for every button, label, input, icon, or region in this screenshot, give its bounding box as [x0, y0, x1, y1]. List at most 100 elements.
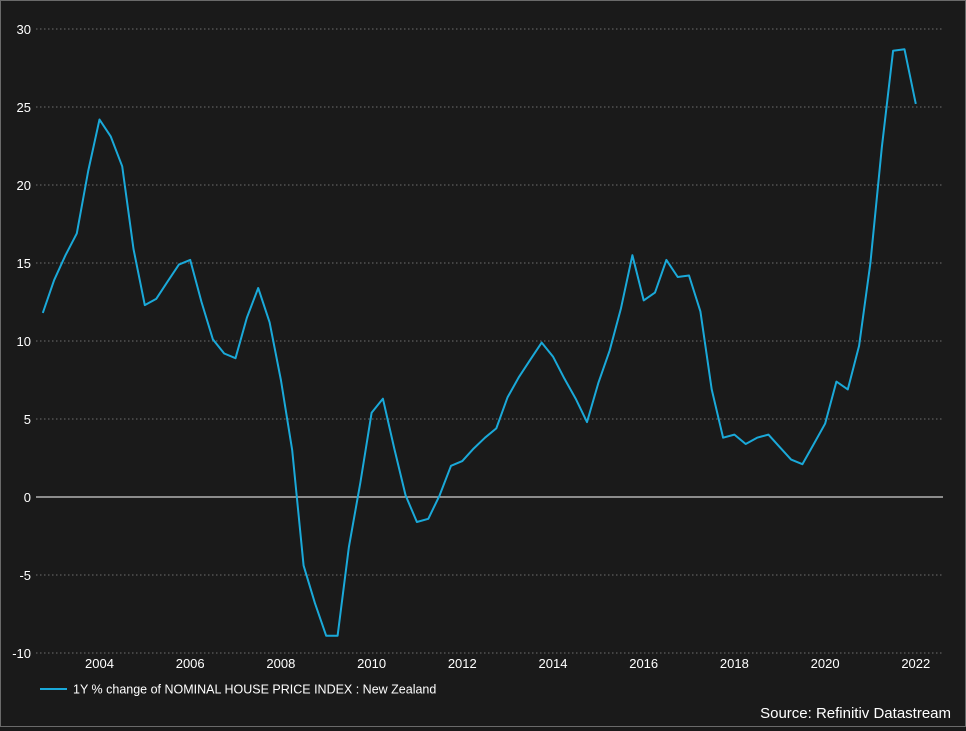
- data-point: [337, 635, 339, 637]
- data-point: [586, 421, 588, 423]
- data-point: [881, 147, 883, 149]
- y-tick-label: 0: [24, 490, 31, 505]
- data-point: [529, 359, 531, 361]
- data-point: [711, 388, 713, 390]
- data-point: [484, 437, 486, 439]
- data-point: [620, 307, 622, 309]
- x-tick-label: 2008: [266, 656, 295, 671]
- data-point: [813, 443, 815, 445]
- data-point: [495, 427, 497, 429]
- data-point: [699, 310, 701, 312]
- data-point: [541, 342, 543, 344]
- legend: 1Y % change of NOMINAL HOUSE PRICE INDEX…: [40, 683, 436, 697]
- data-point: [303, 565, 305, 567]
- data-point: [133, 248, 135, 250]
- data-point: [858, 345, 860, 347]
- data-point: [201, 301, 203, 303]
- data-point: [801, 463, 803, 465]
- data-point: [291, 449, 293, 451]
- x-tick-label: 2016: [629, 656, 658, 671]
- y-tick-label: -10: [12, 646, 31, 661]
- x-tick-label: 2022: [901, 656, 930, 671]
- data-point: [903, 48, 905, 50]
- x-tick-label: 2018: [720, 656, 749, 671]
- data-point: [756, 437, 758, 439]
- data-point: [382, 398, 384, 400]
- data-point: [733, 434, 735, 436]
- data-point: [348, 546, 350, 548]
- data-point: [563, 377, 565, 379]
- data-point: [314, 602, 316, 604]
- data-point: [665, 259, 667, 261]
- data-point: [688, 274, 690, 276]
- data-point: [53, 279, 55, 281]
- series-line: [41, 48, 917, 637]
- data-point: [654, 292, 656, 294]
- data-point: [892, 50, 894, 52]
- data-point: [167, 281, 169, 283]
- y-tick-label: -5: [19, 568, 31, 583]
- data-point: [824, 423, 826, 425]
- x-tick-label: 2010: [357, 656, 386, 671]
- data-point: [915, 103, 917, 105]
- y-tick-label: 10: [17, 334, 31, 349]
- x-axis-tick-labels: 2004 2006 2008 2010 2012 2014 2016 2018 2020 2022: [85, 656, 930, 671]
- data-point: [609, 349, 611, 351]
- data-point: [416, 521, 418, 523]
- gridlines: [36, 28, 943, 654]
- data-point: [779, 446, 781, 448]
- y-tick-label: 25: [17, 100, 31, 115]
- x-tick-label: 2020: [811, 656, 840, 671]
- data-point: [507, 396, 509, 398]
- data-point: [575, 398, 577, 400]
- y-axis-tick-labels: -10 -5 0 5 10 15 20 25 30: [12, 22, 31, 661]
- data-point: [427, 518, 429, 520]
- data-point: [223, 352, 225, 354]
- data-point: [110, 136, 112, 138]
- data-point: [597, 382, 599, 384]
- data-point: [189, 259, 191, 261]
- data-point: [450, 465, 452, 467]
- data-point: [835, 381, 837, 383]
- data-point: [393, 448, 395, 450]
- data-point: [552, 356, 554, 358]
- data-point: [677, 276, 679, 278]
- data-point: [144, 304, 146, 306]
- data-point: [269, 321, 271, 323]
- data-point: [155, 298, 157, 300]
- data-point: [745, 443, 747, 445]
- data-point: [359, 482, 361, 484]
- data-point: [722, 437, 724, 439]
- data-point: [257, 287, 259, 289]
- data-point: [405, 494, 407, 496]
- data-point: [212, 338, 214, 340]
- data-point: [767, 434, 769, 436]
- data-point: [178, 264, 180, 266]
- data-point: [439, 494, 441, 496]
- data-point: [371, 412, 373, 414]
- data-point: [869, 262, 871, 264]
- data-point: [473, 448, 475, 450]
- legend-label: 1Y % change of NOMINAL HOUSE PRICE INDEX…: [73, 683, 436, 697]
- y-tick-label: 20: [17, 178, 31, 193]
- data-point: [643, 299, 645, 301]
- x-tick-label: 2014: [539, 656, 568, 671]
- data-point: [98, 118, 100, 120]
- y-tick-label: 30: [17, 22, 31, 37]
- x-tick-label: 2004: [85, 656, 114, 671]
- data-point: [246, 317, 248, 319]
- data-point: [87, 170, 89, 172]
- data-point: [518, 376, 520, 378]
- data-point: [76, 232, 78, 234]
- x-tick-label: 2006: [176, 656, 205, 671]
- data-point: [847, 388, 849, 390]
- y-tick-label: 5: [24, 412, 31, 427]
- data-point: [790, 459, 792, 461]
- y-tick-label: 15: [17, 256, 31, 271]
- source-label: Source: Refinitiv Datastream: [760, 705, 951, 722]
- series-lines: [41, 48, 917, 637]
- data-point: [42, 312, 44, 314]
- data-point: [461, 460, 463, 462]
